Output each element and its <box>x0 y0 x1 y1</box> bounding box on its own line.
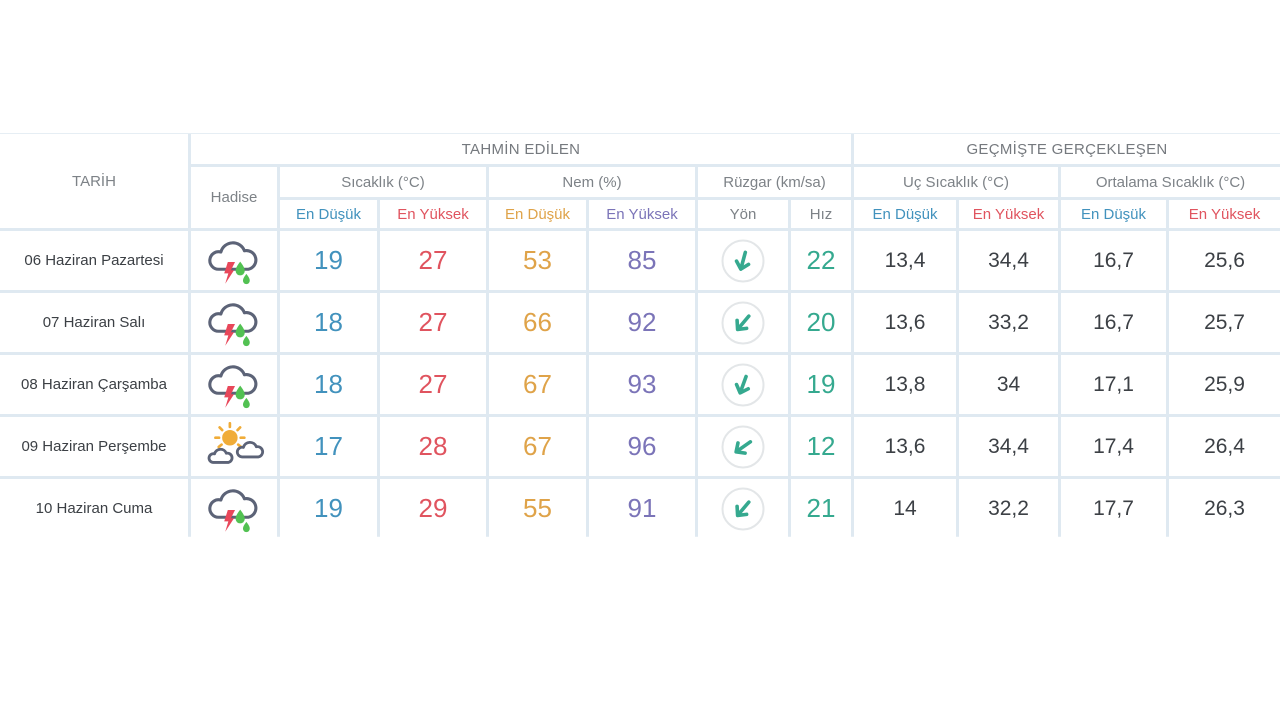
weather-icon-cell <box>191 355 277 414</box>
forecast-table: TARİH TAHMİN EDİLEN GEÇMİŞTE GERÇEKLEŞEN… <box>0 133 1280 538</box>
storm-icon <box>208 488 258 532</box>
group-header-extreme-temperature: Uç Sıcaklık (°C) <box>854 167 1058 197</box>
wind-arrow-icon <box>721 425 765 468</box>
weather-icon-cell <box>191 479 277 538</box>
temp-max-cell: 27 <box>380 293 486 352</box>
extreme-min-cell: 13,6 <box>854 293 956 352</box>
humidity-min-cell: 67 <box>489 417 586 476</box>
temp-max-cell: 28 <box>380 417 486 476</box>
humidity-max-cell: 85 <box>589 231 695 290</box>
average-min-cell: 17,4 <box>1061 417 1166 476</box>
wind-direction-cell <box>698 417 788 476</box>
storm-icon <box>208 302 258 346</box>
humidity-max-cell: 93 <box>589 355 695 414</box>
section-header-past: GEÇMİŞTE GERÇEKLEŞEN <box>854 134 1280 164</box>
extreme-min-cell: 13,8 <box>854 355 956 414</box>
temp-max-cell: 27 <box>380 231 486 290</box>
wind-arrow-icon <box>721 363 765 406</box>
average-max-cell: 25,7 <box>1169 293 1280 352</box>
humidity-max-cell: 96 <box>589 417 695 476</box>
average-max-cell: 25,9 <box>1169 355 1280 414</box>
wind-direction-cell <box>698 231 788 290</box>
extreme-max-cell: 34,4 <box>959 231 1058 290</box>
temp-min-cell: 18 <box>280 293 377 352</box>
humidity-max-cell: 92 <box>589 293 695 352</box>
subheader-average-min: En Düşük <box>1061 200 1166 228</box>
extreme-min-cell: 13,4 <box>854 231 956 290</box>
wind-direction-cell <box>698 355 788 414</box>
group-header-wind: Rüzgar (km/sa) <box>698 167 851 197</box>
extreme-min-cell: 14 <box>854 479 956 538</box>
subheader-temp-max: En Yüksek <box>380 200 486 228</box>
column-header-date: TARİH <box>0 134 188 228</box>
humidity-min-cell: 55 <box>489 479 586 538</box>
humidity-min-cell: 66 <box>489 293 586 352</box>
subheader-humidity-min: En Düşük <box>489 200 586 228</box>
average-min-cell: 16,7 <box>1061 293 1166 352</box>
wind-speed-cell: 19 <box>791 355 851 414</box>
average-min-cell: 17,1 <box>1061 355 1166 414</box>
average-max-cell: 26,3 <box>1169 479 1280 538</box>
section-header-predicted: TAHMİN EDİLEN <box>191 134 851 164</box>
weather-icon-cell <box>191 417 277 476</box>
wind-direction-cell <box>698 479 788 538</box>
temp-min-cell: 17 <box>280 417 377 476</box>
wind-direction-cell <box>698 293 788 352</box>
date-cell: 09 Haziran Perşembe <box>0 417 188 476</box>
storm-icon <box>208 364 258 408</box>
subheader-wind-direction: Yön <box>698 200 788 228</box>
column-header-event: Hadise <box>191 167 277 228</box>
extreme-max-cell: 34 <box>959 355 1058 414</box>
weather-icon-cell <box>191 231 277 290</box>
wind-speed-cell: 12 <box>791 417 851 476</box>
average-max-cell: 26,4 <box>1169 417 1280 476</box>
temp-min-cell: 19 <box>280 479 377 538</box>
average-min-cell: 17,7 <box>1061 479 1166 538</box>
temp-max-cell: 27 <box>380 355 486 414</box>
weather-icon-cell <box>191 293 277 352</box>
date-cell: 08 Haziran Çarşamba <box>0 355 188 414</box>
extreme-min-cell: 13,6 <box>854 417 956 476</box>
date-cell: 10 Haziran Cuma <box>0 479 188 538</box>
average-max-cell: 25,6 <box>1169 231 1280 290</box>
sun-clouds-icon <box>207 421 265 464</box>
wind-speed-cell: 22 <box>791 231 851 290</box>
wind-arrow-icon <box>721 487 765 530</box>
humidity-min-cell: 53 <box>489 231 586 290</box>
group-header-humidity: Nem (%) <box>489 167 695 197</box>
storm-icon <box>208 240 258 284</box>
temp-min-cell: 19 <box>280 231 377 290</box>
date-cell: 06 Haziran Pazartesi <box>0 231 188 290</box>
wind-speed-cell: 20 <box>791 293 851 352</box>
subheader-extreme-min: En Düşük <box>854 200 956 228</box>
subheader-extreme-max: En Yüksek <box>959 200 1058 228</box>
group-header-temperature: Sıcaklık (°C) <box>280 167 486 197</box>
average-min-cell: 16,7 <box>1061 231 1166 290</box>
wind-arrow-icon <box>721 239 765 282</box>
temp-min-cell: 18 <box>280 355 377 414</box>
humidity-max-cell: 91 <box>589 479 695 538</box>
extreme-max-cell: 32,2 <box>959 479 1058 538</box>
subheader-temp-min: En Düşük <box>280 200 377 228</box>
wind-speed-cell: 21 <box>791 479 851 538</box>
date-cell: 07 Haziran Salı <box>0 293 188 352</box>
subheader-humidity-max: En Yüksek <box>589 200 695 228</box>
extreme-max-cell: 33,2 <box>959 293 1058 352</box>
subheader-wind-speed: Hız <box>791 200 851 228</box>
extreme-max-cell: 34,4 <box>959 417 1058 476</box>
wind-arrow-icon <box>721 301 765 344</box>
group-header-average-temperature: Ortalama Sıcaklık (°C) <box>1061 167 1280 197</box>
subheader-average-max: En Yüksek <box>1169 200 1280 228</box>
humidity-min-cell: 67 <box>489 355 586 414</box>
temp-max-cell: 29 <box>380 479 486 538</box>
